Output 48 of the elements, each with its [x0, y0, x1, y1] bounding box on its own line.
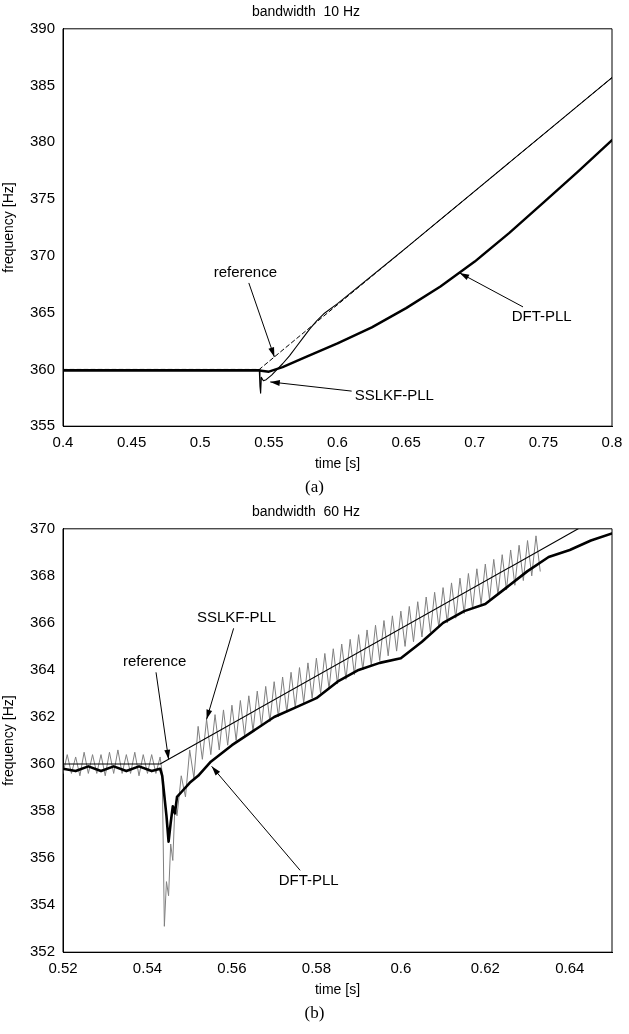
y-tick-label: 368 — [29, 565, 55, 583]
x-tick-label: 0.6 — [327, 433, 348, 451]
y-axis-title: frequency [Hz] — [0, 182, 17, 273]
y-tick-label: 355 — [29, 416, 55, 434]
x-tick-label: 0.45 — [117, 433, 147, 451]
y-tick-label: 366 — [29, 613, 55, 631]
y-tick-label: 354 — [29, 895, 55, 913]
y-tick-label: 360 — [29, 359, 55, 377]
y-tick-label: 370 — [29, 246, 55, 264]
y-tick-label: 356 — [29, 848, 55, 866]
annotation: reference — [213, 263, 278, 281]
x-tick-label: 0.75 — [528, 433, 558, 451]
x-tick-label: 0.4 — [52, 433, 74, 451]
x-tick-label: 0.56 — [217, 959, 247, 977]
x-tick-label: 0.62 — [470, 959, 500, 977]
text: (b) — [303, 1002, 326, 1024]
x-tick-label: 0.65 — [391, 433, 421, 451]
annotation: SSLKF-PLL — [354, 386, 434, 404]
y-tick-label: 360 — [29, 754, 55, 772]
annotation: DFT-PLL — [511, 307, 572, 325]
y-tick-label: 352 — [29, 942, 55, 960]
x-axis-title: time [s] — [314, 981, 361, 998]
x-tick-label: 0.52 — [48, 959, 78, 977]
y-tick-label: 390 — [29, 18, 55, 36]
chart-title: bandwidth 10 Hz — [251, 3, 361, 20]
chart-title: bandwidth 60 Hz — [251, 503, 361, 520]
y-tick-label: 358 — [29, 801, 55, 819]
y-axis-title: frequency [Hz] — [0, 695, 17, 786]
x-tick-label: 0.7 — [464, 433, 486, 451]
y-tick-label: 385 — [29, 75, 55, 93]
annotation: reference — [122, 652, 187, 670]
y-tick-label: 364 — [29, 660, 55, 678]
annotation: SSLKF-PLL — [196, 608, 277, 626]
y-tick-label: 375 — [29, 189, 55, 207]
annotation: DFT-PLL — [278, 870, 339, 888]
x-tick-label: 0.8 — [601, 433, 623, 451]
x-tick-label: 0.54 — [132, 959, 163, 977]
text: (a) — [304, 476, 325, 498]
y-tick-label: 380 — [29, 132, 55, 150]
x-tick-label: 0.6 — [390, 959, 412, 977]
x-tick-label: 0.58 — [301, 959, 331, 977]
x-tick-label: 0.55 — [254, 433, 284, 451]
y-tick-label: 362 — [29, 707, 55, 725]
x-tick-label: 0.64 — [555, 959, 585, 977]
x-tick-label: 0.5 — [189, 433, 211, 451]
y-tick-label: 365 — [29, 302, 55, 320]
x-axis-title: time [s] — [314, 455, 361, 472]
y-tick-label: 370 — [29, 518, 55, 536]
